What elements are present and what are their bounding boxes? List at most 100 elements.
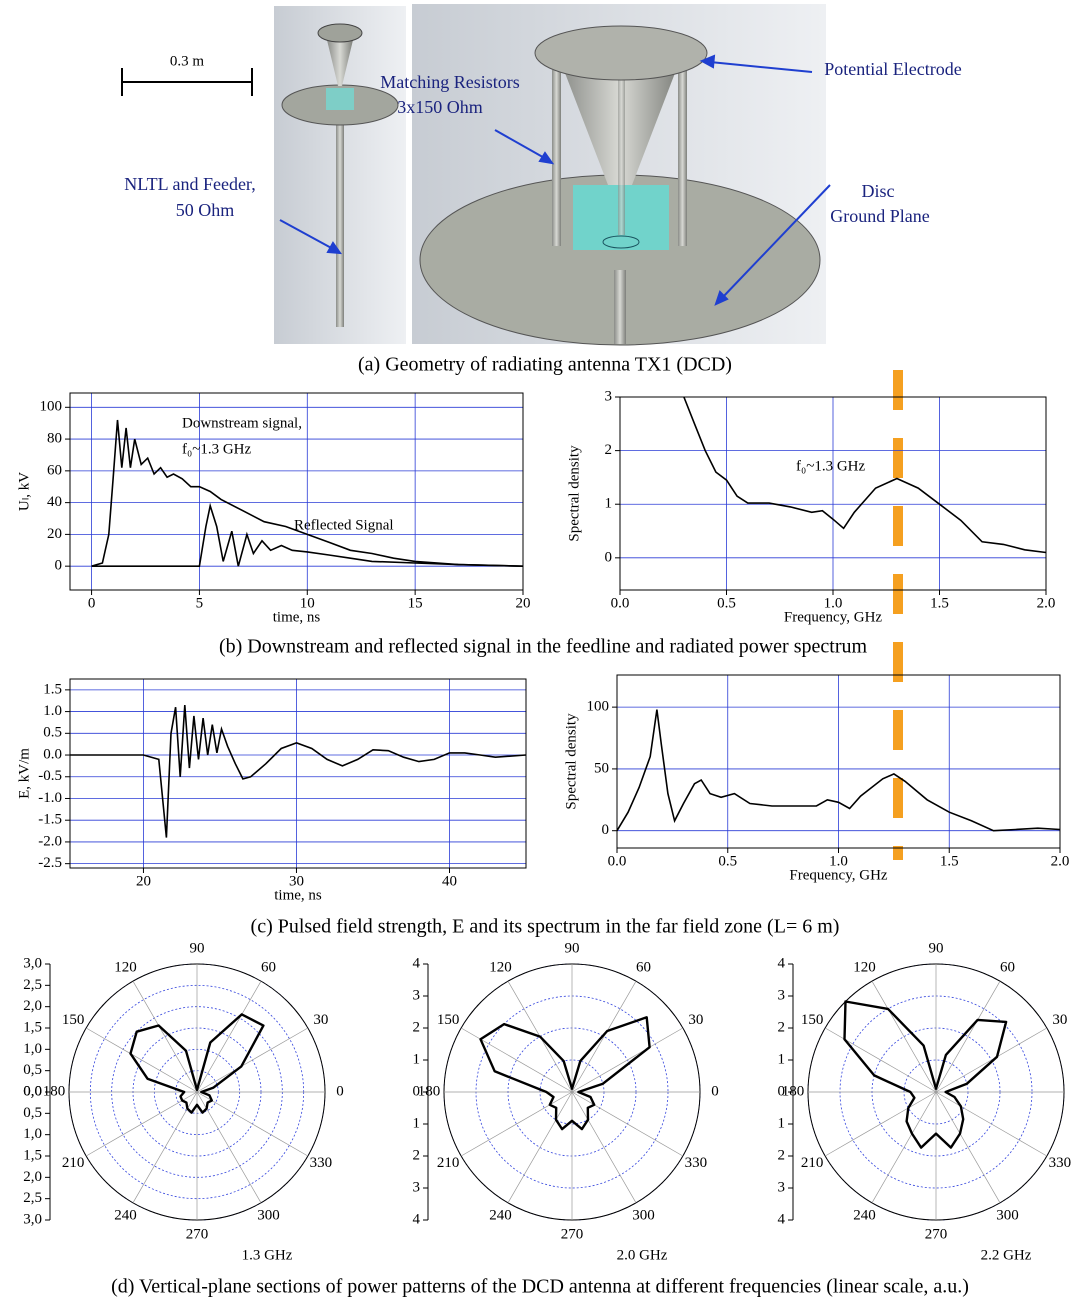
theta-tick-label: 240 <box>489 1207 512 1223</box>
r-tick-label: 1 <box>413 1051 421 1067</box>
y-tick-label: 1.0 <box>43 703 62 719</box>
x-tick-label: 0 <box>88 595 96 611</box>
caption: (a) Geometry of radiating antenna TX1 (D… <box>358 354 732 376</box>
y-tick-label: 0 <box>602 822 610 838</box>
spoke <box>572 1092 636 1203</box>
spoke <box>936 1028 1047 1092</box>
theta-tick-label: 240 <box>853 1207 876 1223</box>
annotation: Potential Electrode <box>824 59 961 79</box>
theta-tick-label: 180 <box>43 1083 66 1099</box>
r-tick-label: 2,0 <box>23 1169 42 1185</box>
r-tick-label: 4 <box>413 955 421 971</box>
theta-tick-label: 60 <box>1000 960 1015 976</box>
spoke <box>197 1028 308 1092</box>
r-tick-label: 3 <box>413 987 421 1003</box>
theta-tick-label: 150 <box>62 1012 85 1028</box>
spoke <box>872 981 936 1092</box>
x-tick-label: 20 <box>516 595 531 611</box>
r-tick-label: 1 <box>413 1115 421 1131</box>
theta-tick-label: 180 <box>418 1083 441 1099</box>
theta-tick-label: 60 <box>261 960 276 976</box>
polar-chart: 0,00,00,50,51,01,01,51,52,02,02,52,53,03… <box>23 940 344 1263</box>
theta-tick-label: 30 <box>1052 1012 1067 1028</box>
spoke <box>133 981 197 1092</box>
theta-tick-label: 30 <box>313 1012 328 1028</box>
spoke <box>461 1092 572 1156</box>
x-axis-label: Frequency, GHz <box>784 609 883 625</box>
y-axis-label: E, kV/m <box>16 748 32 799</box>
theta-tick-label: 270 <box>186 1226 209 1242</box>
theta-tick-label: 30 <box>688 1012 703 1028</box>
annotation: 50 Ohm <box>176 200 235 220</box>
theta-tick-label: 270 <box>561 1226 584 1242</box>
x-tick-label: 2.0 <box>1037 595 1056 611</box>
chart-title: 2.2 GHz <box>981 1247 1032 1263</box>
line-chart: 0.00.51.01.52.00123Frequency, GHzSpectra… <box>566 388 1055 625</box>
spoke <box>86 1092 197 1156</box>
spoke <box>825 1028 936 1092</box>
annotation: Downstream signal, <box>182 415 302 431</box>
theta-tick-label: 330 <box>310 1155 333 1171</box>
theta-tick-label: 270 <box>925 1226 948 1242</box>
x-tick-label: 1.5 <box>930 595 949 611</box>
y-tick-label: 50 <box>594 760 609 776</box>
y-tick-label: 0.5 <box>43 725 62 741</box>
chart-title: 1.3 GHz <box>242 1247 293 1263</box>
y-tick-label: 1.5 <box>43 681 62 697</box>
r-tick-label: 1 <box>778 1115 786 1131</box>
theta-tick-label: 150 <box>801 1012 824 1028</box>
annotation: Matching Resistors <box>380 72 520 92</box>
spoke <box>936 1092 1000 1203</box>
theta-tick-label: 0 <box>336 1083 344 1099</box>
y-tick-label: 20 <box>47 526 62 542</box>
x-axis-label: Frequency, GHz <box>789 867 888 883</box>
r-tick-label: 3,0 <box>23 1211 42 1227</box>
y-tick-label: -2.0 <box>38 833 62 849</box>
theta-tick-label: 150 <box>437 1012 460 1028</box>
r-tick-label: 2 <box>413 1147 421 1163</box>
theta-tick-label: 0 <box>711 1083 719 1099</box>
annotation: NLTL and Feeder, <box>124 174 255 194</box>
r-tick-label: 1,5 <box>23 1019 42 1035</box>
y-tick-label: 100 <box>587 699 610 715</box>
r-tick-label: 2,0 <box>23 998 42 1014</box>
caption: (c) Pulsed field strength, E and its spe… <box>251 916 840 938</box>
r-tick-label: 1,5 <box>23 1147 42 1163</box>
y-tick-label: 100 <box>40 399 63 415</box>
x-tick-label: 20 <box>136 873 151 889</box>
y-tick-label: 0.0 <box>43 746 62 762</box>
r-tick-label: 2,5 <box>23 1190 42 1206</box>
x-tick-label: 0.5 <box>718 853 737 869</box>
chart-title: 2.0 GHz <box>617 1247 668 1263</box>
r-tick-label: 0,5 <box>23 1105 42 1121</box>
r-tick-label: 0,0 <box>23 1083 42 1099</box>
r-tick-label: 2 <box>778 1147 786 1163</box>
theta-tick-label: 90 <box>929 940 944 956</box>
figure: 0.3 mMatching Resistors3x150 OhmPotentia… <box>0 0 1074 1302</box>
x-axis-label: time, ns <box>274 887 322 903</box>
annotation: f₀~1.3 GHz <box>182 441 252 457</box>
r-tick-label: 0,5 <box>23 1062 42 1078</box>
annotation: Ground Plane <box>830 206 929 226</box>
theta-tick-label: 330 <box>685 1155 708 1171</box>
spoke <box>572 981 636 1092</box>
y-tick-label: 40 <box>47 494 62 510</box>
y-axis-label: Spectral density <box>563 713 579 810</box>
x-tick-label: 0.0 <box>611 595 630 611</box>
r-tick-label: 4 <box>413 1211 421 1227</box>
y-tick-label: 60 <box>47 462 62 478</box>
annotation: Disc <box>862 181 895 201</box>
spoke <box>872 1092 936 1203</box>
theta-tick-label: 120 <box>853 960 876 976</box>
annotation: f₀~1.3 GHz <box>796 458 866 474</box>
x-tick-label: 15 <box>408 595 423 611</box>
r-tick-label: 2 <box>778 1019 786 1035</box>
y-tick-label: 80 <box>47 431 62 447</box>
x-axis-label: time, ns <box>273 609 321 625</box>
data-line <box>70 705 526 838</box>
y-axis-label: Uₗ, kV <box>16 472 32 511</box>
spoke <box>197 1092 308 1156</box>
r-tick-label: 4 <box>778 1211 786 1227</box>
y-tick-label: 0 <box>605 549 613 565</box>
